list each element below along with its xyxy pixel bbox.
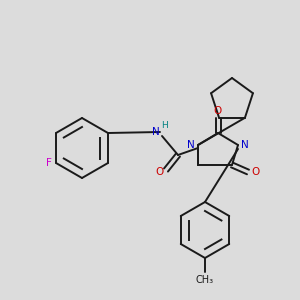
Text: CH₃: CH₃ <box>196 275 214 285</box>
Text: O: O <box>214 106 222 116</box>
Text: H: H <box>160 121 167 130</box>
Text: N: N <box>152 127 160 137</box>
Text: N: N <box>241 140 249 150</box>
Text: N: N <box>187 140 195 150</box>
Text: F: F <box>46 158 52 168</box>
Text: O: O <box>252 167 260 177</box>
Text: O: O <box>155 167 163 177</box>
